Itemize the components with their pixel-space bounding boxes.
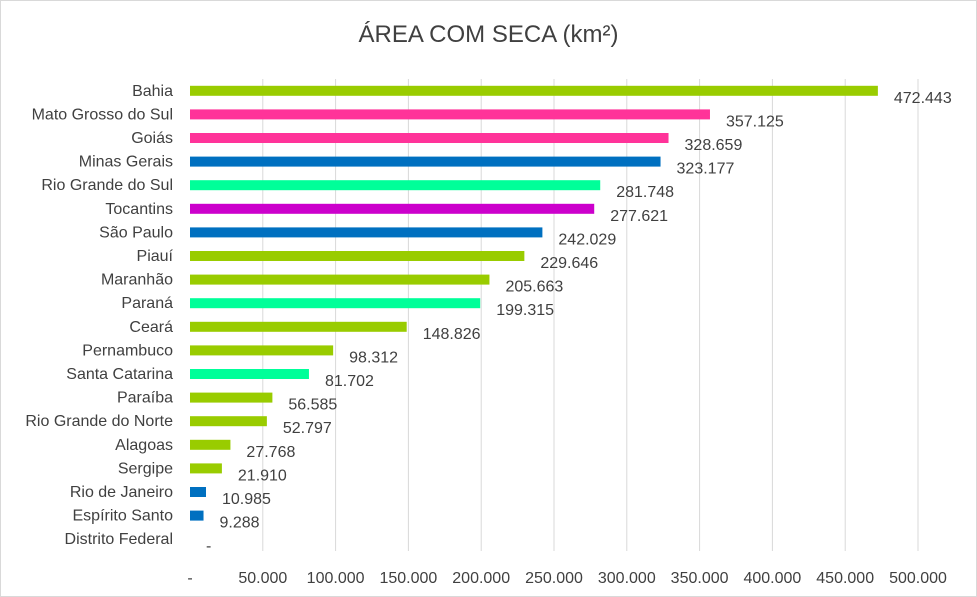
bar	[190, 439, 231, 450]
category-label: Bahia	[132, 83, 173, 100]
data-label: 277.621	[610, 208, 668, 225]
bar	[190, 345, 334, 356]
category-label: Mato Grosso do Sul	[32, 106, 173, 123]
category-label: Rio de Janeiro	[70, 484, 173, 501]
category-label: Paraíba	[117, 390, 173, 407]
data-label: 281.748	[616, 184, 674, 201]
data-label: 323.177	[677, 161, 735, 178]
bar	[190, 251, 525, 261]
x-tick-label: 350.000	[671, 570, 729, 587]
x-tick-label: 50.000	[238, 570, 287, 587]
x-tick-label: 100.000	[307, 570, 365, 587]
data-label: 52.797	[283, 420, 332, 437]
bar	[190, 274, 490, 285]
bar	[190, 416, 267, 427]
category-label: Paraná	[121, 295, 173, 312]
x-tick-label: 200.000	[452, 570, 510, 587]
bar	[190, 487, 206, 497]
bar	[190, 369, 309, 379]
data-label: 98.312	[349, 349, 398, 366]
data-label: 357.125	[726, 113, 784, 130]
category-label: Tocantins	[105, 201, 173, 218]
data-label: 27.768	[246, 444, 295, 461]
category-label: Goiás	[131, 130, 173, 147]
category-label: Santa Catarina	[66, 366, 173, 383]
bar	[190, 510, 204, 521]
category-label: Sergipe	[118, 460, 173, 477]
category-label: Piauí	[137, 248, 174, 265]
bar	[190, 203, 595, 214]
bar	[190, 227, 543, 238]
data-label: 9.288	[220, 515, 260, 532]
data-label: 205.663	[505, 279, 563, 296]
bar	[190, 109, 710, 120]
data-label: 10.985	[222, 491, 271, 508]
bar	[190, 156, 661, 167]
chart-title: ÁREA COM SECA (km²)	[358, 21, 619, 48]
x-tick-label: 250.000	[525, 570, 583, 587]
data-label: 242.029	[558, 231, 616, 248]
category-label: Minas Gerais	[79, 154, 173, 171]
x-tick-label: 500.000	[889, 570, 947, 587]
category-label: Rio Grande do Sul	[41, 177, 173, 194]
bar	[190, 463, 222, 474]
x-tick-label: 300.000	[598, 570, 656, 587]
category-label: Alagoas	[115, 437, 173, 454]
x-tick-label: 450.000	[816, 570, 874, 587]
data-label: 21.910	[238, 467, 287, 484]
category-label: Distrito Federal	[65, 531, 173, 548]
x-tick-label: 400.000	[743, 570, 801, 587]
category-label: Espírito Santo	[73, 508, 174, 525]
data-label: 199.315	[496, 302, 554, 319]
bar	[190, 133, 669, 143]
x-tick-label: -	[187, 570, 192, 587]
data-label: 229.646	[540, 255, 598, 272]
bar	[190, 392, 273, 403]
data-label: 148.826	[423, 326, 481, 343]
data-label: 328.659	[685, 137, 743, 154]
data-label: -	[206, 538, 211, 555]
bar	[190, 321, 407, 332]
category-label: Pernambuco	[82, 342, 173, 359]
data-label: 56.585	[288, 397, 337, 414]
data-label: 81.702	[325, 373, 374, 390]
data-label: 472.443	[894, 90, 952, 107]
bar	[190, 298, 481, 309]
category-label: Ceará	[129, 319, 173, 336]
category-label: São Paulo	[99, 224, 173, 241]
category-label: Rio Grande do Norte	[25, 413, 173, 430]
category-label: Maranhão	[101, 272, 173, 289]
bar	[190, 85, 878, 96]
x-tick-label: 150.000	[379, 570, 437, 587]
bar	[190, 180, 601, 191]
